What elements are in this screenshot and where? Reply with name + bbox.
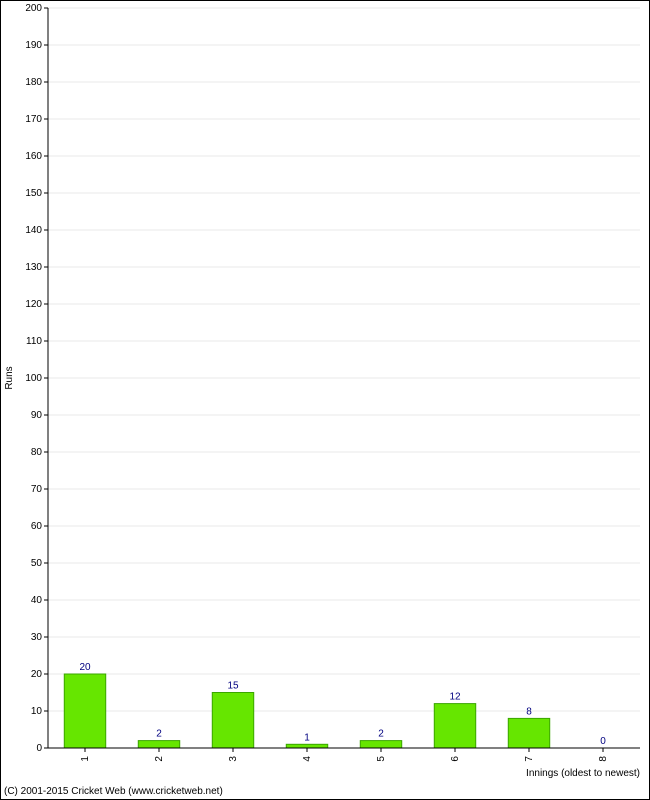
x-tick-label: 2 xyxy=(154,756,165,762)
y-tick-label: 80 xyxy=(31,447,43,458)
bar-value-label: 1 xyxy=(304,732,310,743)
bar-value-label: 2 xyxy=(378,729,384,740)
y-tick-label: 60 xyxy=(31,521,43,532)
bar-value-label: 8 xyxy=(526,706,532,717)
copyright-text: (C) 2001-2015 Cricket Web (www.cricketwe… xyxy=(4,786,223,797)
x-axis-title: Innings (oldest to newest) xyxy=(526,768,640,779)
y-tick-label: 10 xyxy=(31,706,43,717)
y-axis-title: Runs xyxy=(4,366,15,389)
y-tick-label: 190 xyxy=(25,40,42,51)
y-tick-label: 30 xyxy=(31,632,43,643)
x-tick-label: 5 xyxy=(376,756,387,762)
y-tick-label: 180 xyxy=(25,77,42,88)
bar xyxy=(64,674,105,748)
bar xyxy=(434,704,475,748)
y-tick-label: 0 xyxy=(36,743,42,754)
y-tick-label: 130 xyxy=(25,262,42,273)
y-tick-label: 170 xyxy=(25,114,42,125)
bar-value-label: 2 xyxy=(156,729,162,740)
y-tick-label: 110 xyxy=(26,336,42,347)
y-tick-label: 100 xyxy=(25,373,42,384)
y-tick-label: 20 xyxy=(31,669,43,680)
bar-chart: 0102030405060708090100110120130140150160… xyxy=(0,0,650,800)
y-tick-label: 140 xyxy=(25,225,42,236)
bar-value-label: 12 xyxy=(449,692,461,703)
x-tick-label: 4 xyxy=(302,756,313,762)
x-tick-label: 8 xyxy=(598,756,609,762)
y-tick-label: 150 xyxy=(25,188,42,199)
bar xyxy=(508,718,549,748)
bar xyxy=(212,693,253,749)
x-tick-label: 1 xyxy=(80,756,91,762)
bar-value-label: 20 xyxy=(79,662,91,673)
x-tick-label: 6 xyxy=(450,756,461,762)
y-tick-label: 120 xyxy=(25,299,42,310)
x-tick-label: 7 xyxy=(524,756,535,762)
bar-value-label: 0 xyxy=(600,736,606,747)
y-tick-label: 70 xyxy=(31,484,43,495)
x-tick-label: 3 xyxy=(228,756,239,762)
bar-value-label: 15 xyxy=(227,681,239,692)
bar xyxy=(286,744,327,748)
bar xyxy=(138,741,179,748)
y-tick-label: 50 xyxy=(31,558,43,569)
bar xyxy=(360,741,401,748)
y-tick-label: 40 xyxy=(31,595,43,606)
y-tick-label: 160 xyxy=(25,151,42,162)
y-tick-label: 90 xyxy=(31,410,43,421)
chart-container: 0102030405060708090100110120130140150160… xyxy=(0,0,650,800)
y-tick-label: 200 xyxy=(25,3,42,14)
